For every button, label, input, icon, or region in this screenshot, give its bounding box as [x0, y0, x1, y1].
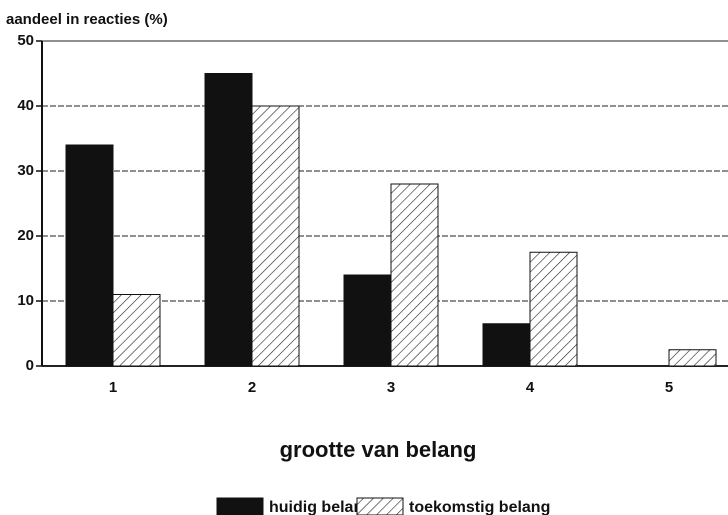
- y-tick-label: 40: [17, 97, 34, 114]
- legend-swatch: [216, 497, 264, 515]
- x-tick-label: 5: [665, 379, 673, 396]
- x-axis-label: grootte van belang: [280, 437, 477, 462]
- bar: [343, 274, 392, 367]
- legend-swatch: [356, 497, 404, 515]
- bar: [668, 349, 717, 367]
- bar: [204, 73, 253, 367]
- y-tick-label: 50: [17, 32, 34, 49]
- bar: [251, 105, 300, 367]
- bar: [390, 183, 439, 367]
- bar: [112, 294, 161, 367]
- x-tick-label: 2: [248, 379, 256, 396]
- y-axis-label: aandeel in reacties (%): [6, 11, 168, 28]
- x-tick-label: 4: [526, 379, 535, 396]
- legend-label: toekomstig belang: [409, 499, 550, 515]
- bar: [65, 144, 114, 367]
- x-tick-label: 1: [109, 379, 117, 396]
- bar: [529, 251, 578, 367]
- legend-label: huidig belang: [269, 499, 373, 515]
- y-tick-label: 30: [17, 162, 34, 179]
- y-tick-label: 10: [17, 292, 34, 309]
- x-tick-label: 3: [387, 379, 395, 396]
- y-tick-label: 0: [26, 357, 34, 374]
- y-tick-label: 20: [17, 227, 34, 244]
- bar: [482, 323, 531, 367]
